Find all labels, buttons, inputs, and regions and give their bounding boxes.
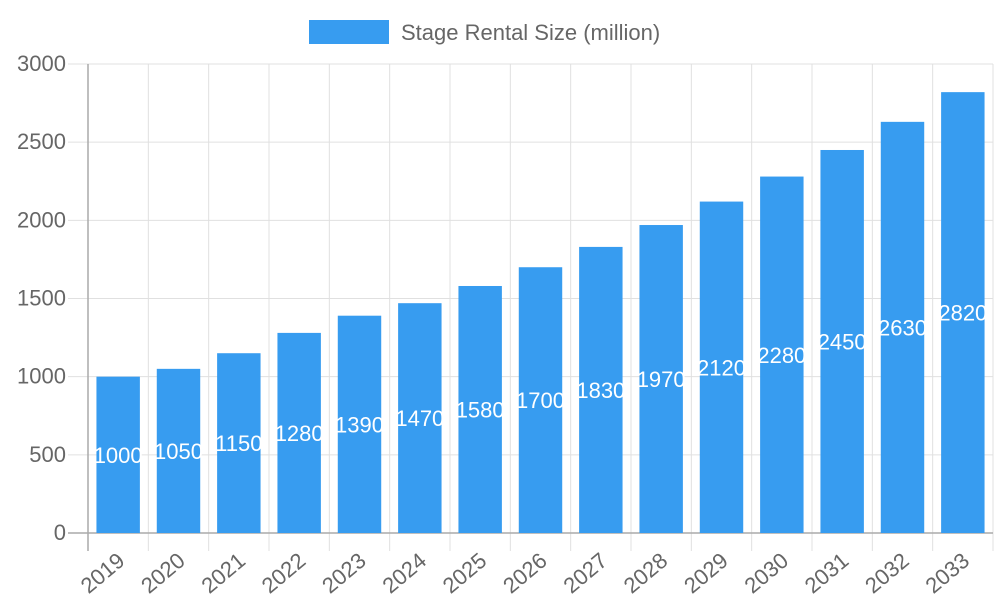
bar bbox=[760, 176, 804, 533]
data-label: 2120 bbox=[697, 355, 746, 380]
x-tick-label: 2021 bbox=[196, 548, 250, 599]
y-tick-label: 1000 bbox=[17, 364, 66, 389]
data-label: 1050 bbox=[154, 439, 203, 464]
x-tick-label: 2032 bbox=[860, 548, 914, 599]
data-label: 1700 bbox=[516, 388, 565, 413]
x-tick-label: 2033 bbox=[920, 548, 974, 599]
data-label: 1280 bbox=[275, 421, 324, 446]
bar bbox=[277, 332, 321, 533]
y-tick-label: 2000 bbox=[17, 207, 66, 232]
bar bbox=[337, 315, 382, 533]
bar bbox=[699, 201, 744, 533]
x-tick-label: 2028 bbox=[619, 548, 673, 599]
bar bbox=[820, 149, 864, 533]
y-tick-label: 1500 bbox=[17, 286, 66, 311]
y-tick-label: 500 bbox=[29, 442, 66, 467]
y-tick-label: 0 bbox=[54, 520, 66, 545]
x-tick-label: 2024 bbox=[377, 548, 431, 599]
y-tick-label: 3000 bbox=[17, 51, 66, 76]
data-label: 2820 bbox=[938, 301, 987, 326]
data-label: 1580 bbox=[456, 397, 505, 422]
data-label: 2450 bbox=[818, 329, 867, 354]
y-tick-label: 2500 bbox=[17, 129, 66, 154]
x-tick-label: 2020 bbox=[136, 548, 190, 599]
data-label: 1970 bbox=[637, 367, 686, 392]
legend-label: Stage Rental Size (million) bbox=[401, 20, 660, 45]
x-tick-label: 2019 bbox=[76, 548, 130, 599]
bar bbox=[579, 246, 623, 533]
x-tick-label: 2022 bbox=[257, 548, 311, 599]
data-label: 1000 bbox=[94, 443, 143, 468]
bar bbox=[518, 267, 563, 533]
bar bbox=[639, 225, 683, 534]
bar bbox=[398, 303, 442, 533]
x-tick-label: 2030 bbox=[739, 548, 793, 599]
x-tick-label: 2029 bbox=[679, 548, 733, 599]
data-label: 2630 bbox=[878, 315, 927, 340]
data-label: 1830 bbox=[576, 378, 625, 403]
x-tick-label: 2026 bbox=[498, 548, 552, 599]
x-tick-label: 2031 bbox=[800, 548, 854, 599]
bar bbox=[458, 285, 502, 533]
x-tick-label: 2023 bbox=[317, 548, 371, 599]
bar bbox=[96, 376, 140, 533]
data-label: 1390 bbox=[335, 412, 384, 437]
x-tick-label: 2025 bbox=[438, 548, 492, 599]
legend-swatch bbox=[309, 20, 389, 44]
bar bbox=[880, 121, 925, 534]
x-tick-label: 2027 bbox=[558, 548, 612, 599]
data-label: 1150 bbox=[215, 431, 262, 456]
bar bbox=[217, 353, 261, 533]
bar bbox=[156, 368, 201, 533]
bar bbox=[941, 92, 985, 533]
data-label: 1470 bbox=[395, 406, 444, 431]
data-label: 2280 bbox=[757, 343, 806, 368]
legend[interactable]: Stage Rental Size (million) bbox=[309, 20, 660, 45]
